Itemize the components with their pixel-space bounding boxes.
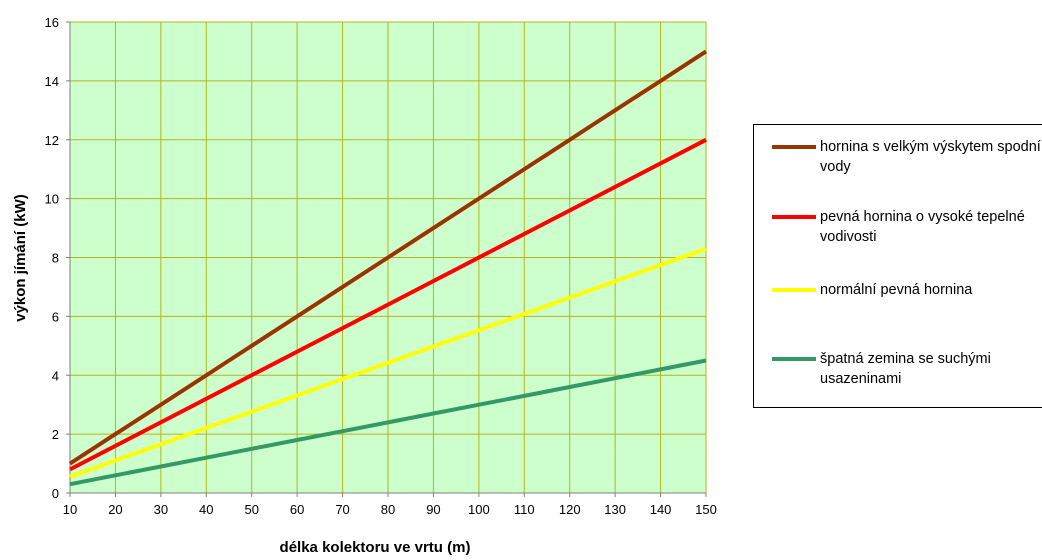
legend-label: pevná hornina o vysoké tepelné vodivosti — [820, 209, 1025, 245]
x-tick-label: 150 — [695, 502, 717, 517]
x-tick-label: 100 — [468, 502, 490, 517]
y-tick-label: 4 — [52, 368, 59, 383]
x-tick-label: 20 — [108, 502, 122, 517]
x-tick-label: 50 — [244, 502, 258, 517]
x-tick-label: 90 — [426, 502, 440, 517]
y-tick-label: 12 — [45, 133, 59, 148]
legend-item: hornina s velkým výskytem spodní vody — [772, 137, 1042, 177]
y-tick-label: 6 — [52, 309, 59, 324]
legend-swatch — [772, 215, 816, 219]
legend-swatch — [772, 145, 816, 149]
legend-swatch — [772, 288, 816, 292]
x-tick-label: 40 — [199, 502, 213, 517]
series-line — [69, 358, 707, 487]
y-axis-ticks: 0 2 4 6 8 10 12 14 16 — [45, 15, 70, 501]
legend-label: normální pevná hornina — [820, 282, 973, 298]
legend: hornina s velkým výskytem spodní vody pe… — [753, 124, 1042, 408]
y-tick-label: 10 — [45, 192, 59, 207]
x-tick-label: 130 — [604, 502, 626, 517]
series-line — [69, 138, 707, 472]
x-tick-label: 70 — [335, 502, 349, 517]
x-tick-label: 80 — [381, 502, 395, 517]
series-lines — [68, 49, 708, 487]
x-axis-title: délka kolektoru ve vrtu (m) — [280, 539, 471, 556]
legend-label: hornina s velkým výskytem spodní vody — [820, 139, 1041, 175]
x-axis-ticks: 10 20 30 40 50 60 70 80 90 100 110 120 130 140 150 — [63, 493, 717, 517]
x-tick-label: 30 — [154, 502, 168, 517]
y-tick-label: 8 — [52, 251, 59, 266]
y-tick-label: 16 — [45, 15, 59, 30]
x-tick-label: 10 — [63, 502, 77, 517]
legend-item: pevná hornina o vysoké tepelné vodivosti — [772, 207, 1042, 247]
series-line — [68, 49, 708, 466]
x-tick-label: 120 — [559, 502, 581, 517]
legend-swatch — [772, 357, 816, 361]
y-tick-label: 14 — [45, 74, 59, 89]
series-line — [69, 246, 707, 479]
x-tick-label: 110 — [514, 502, 535, 517]
x-tick-label: 60 — [290, 502, 304, 517]
y-tick-label: 0 — [52, 486, 59, 501]
x-tick-label: 140 — [650, 502, 672, 517]
legend-item: špatná zemina se suchými usazeninami — [772, 349, 1042, 389]
legend-label: špatná zemina se suchými usazeninami — [820, 351, 991, 387]
legend-item: normální pevná hornina — [772, 280, 1042, 300]
y-tick-label: 2 — [52, 427, 59, 442]
y-axis-title: výkon jímání (kW) — [12, 194, 29, 322]
